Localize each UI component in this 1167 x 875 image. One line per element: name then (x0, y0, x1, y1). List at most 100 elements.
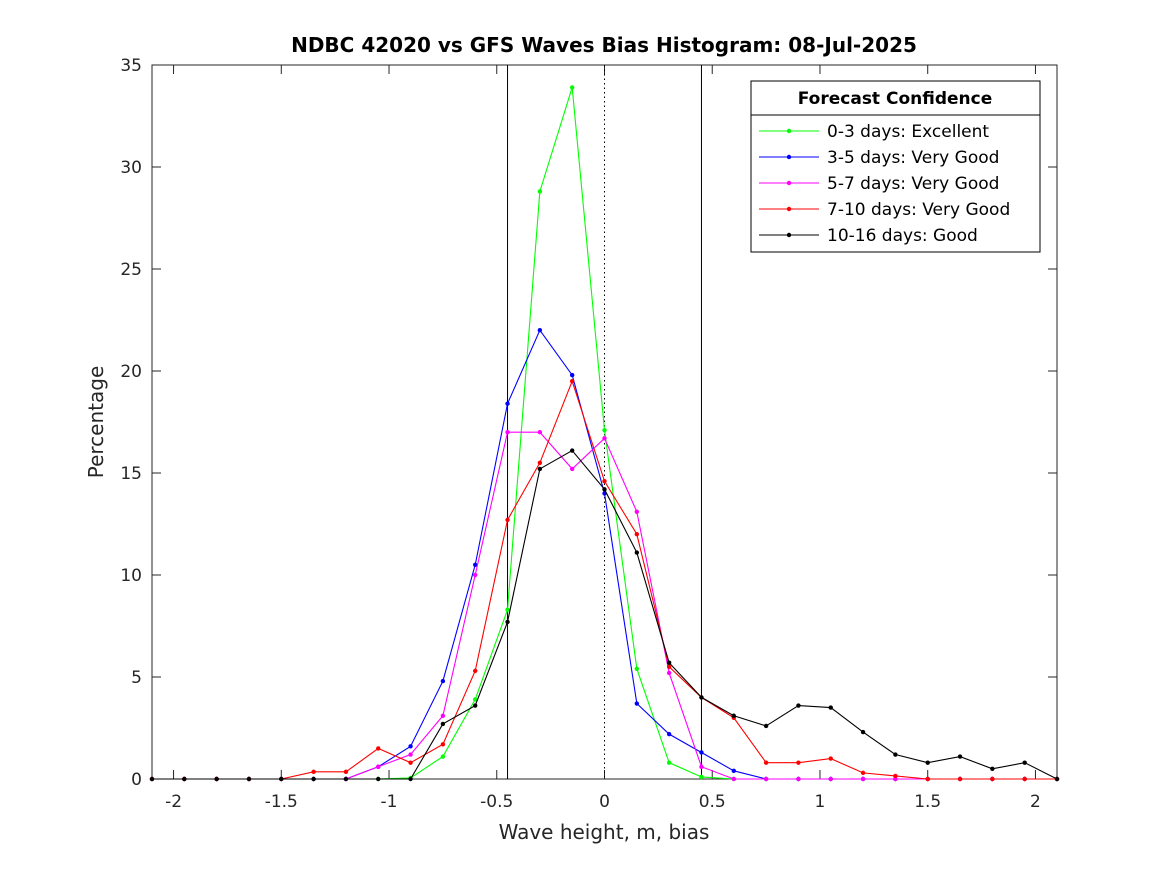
data-point (796, 776, 801, 782)
data-point (860, 729, 866, 735)
data-point (408, 744, 413, 749)
data-point (440, 678, 446, 684)
y-tick-label: 35 (120, 56, 142, 76)
x-tick-label: 0 (599, 792, 610, 812)
y-tick-label: 15 (120, 464, 142, 484)
x-tick-label: 1.5 (914, 792, 941, 812)
data-point (602, 478, 607, 484)
x-tick-label: 0.5 (699, 792, 726, 812)
legend-box (750, 80, 1041, 253)
data-point (505, 401, 510, 406)
data-point (569, 85, 575, 90)
legend-item: 5-7 days: Very Good (759, 174, 999, 194)
legend-label: 7-10 days: Very Good (827, 200, 1010, 220)
legend-items: 0-3 days: Excellent 3-5 days: Very Good 5-… (759, 122, 1010, 246)
y-tick-label: 0 (131, 770, 142, 790)
y-tick-label: 5 (131, 668, 142, 688)
data-point (1022, 760, 1027, 765)
data-point (408, 776, 413, 782)
data-point (893, 776, 898, 782)
data-point (666, 664, 672, 669)
data-point (569, 379, 575, 384)
legend-swatch-marker (786, 180, 792, 186)
data-point (990, 776, 995, 782)
data-point (537, 430, 543, 435)
legend-swatch-marker (786, 232, 792, 238)
legend-swatch-marker (786, 154, 792, 160)
data-point (182, 776, 187, 782)
data-point (537, 466, 543, 472)
data-point (699, 764, 704, 769)
data-point (731, 768, 736, 774)
data-point (569, 466, 575, 472)
data-point (893, 752, 898, 757)
data-point (440, 754, 446, 759)
legend-item: 10-16 days: Good (759, 226, 978, 246)
data-point (634, 550, 640, 555)
data-point (763, 776, 769, 782)
data-point (860, 770, 866, 776)
data-point (602, 427, 607, 433)
data-point (376, 746, 381, 751)
data-point (666, 731, 672, 737)
data-point (634, 509, 640, 514)
data-point (666, 660, 672, 665)
data-point (376, 764, 381, 769)
data-point (473, 572, 478, 578)
data-point (376, 776, 381, 782)
x-tick-label: -0.5 (480, 792, 513, 812)
y-tick-label: 10 (120, 566, 142, 586)
data-point (473, 703, 478, 708)
data-point (149, 776, 155, 782)
data-point (408, 752, 413, 757)
data-point (602, 487, 607, 492)
x-axis-title: Wave height, m, bias (499, 820, 710, 844)
data-point (505, 430, 510, 435)
data-point (731, 713, 736, 718)
data-point (828, 756, 833, 761)
x-tick-label: 1 (815, 792, 826, 812)
x-tick-label: -2 (165, 792, 182, 812)
data-point (505, 517, 510, 523)
legend-swatch-marker (786, 128, 792, 134)
series-5 (149, 448, 1060, 782)
data-point (763, 760, 769, 765)
data-point (279, 776, 284, 782)
data-point (699, 774, 704, 780)
legend-label: 10-16 days: Good (827, 226, 978, 246)
data-point (569, 372, 575, 378)
data-point (828, 776, 833, 782)
legend-label: 5-7 days: Very Good (827, 174, 999, 194)
chart-title: NDBC 42020 vs GFS Waves Bias Histogram: … (291, 33, 917, 57)
data-point (214, 776, 219, 782)
data-point (343, 776, 349, 782)
data-point (1054, 776, 1060, 782)
data-point (925, 760, 930, 765)
data-point (537, 460, 543, 465)
data-point (537, 189, 543, 194)
legend-title: Forecast Confidence (798, 89, 993, 109)
x-tick-label: 2 (1030, 792, 1041, 812)
legend-label: 0-3 days: Excellent (827, 122, 989, 142)
y-axis-title: Percentage (84, 366, 108, 479)
x-tick-label: -1.5 (265, 792, 298, 812)
data-point (440, 713, 446, 718)
data-point (311, 769, 316, 775)
data-point (569, 448, 575, 453)
data-point (925, 776, 930, 782)
data-point (860, 776, 866, 782)
legend-swatch-marker (786, 206, 792, 212)
data-point (440, 721, 446, 727)
x-tick-label: -1 (381, 792, 398, 812)
legend-label: 3-5 days: Very Good (827, 148, 999, 168)
data-point (602, 436, 607, 441)
y-tick-label: 30 (120, 158, 142, 178)
data-point (893, 773, 898, 779)
data-point (699, 750, 704, 755)
data-point (505, 619, 510, 625)
legend-item: 7-10 days: Very Good (759, 200, 1010, 220)
data-point (957, 776, 963, 782)
data-point (796, 760, 801, 765)
data-point (408, 760, 413, 765)
